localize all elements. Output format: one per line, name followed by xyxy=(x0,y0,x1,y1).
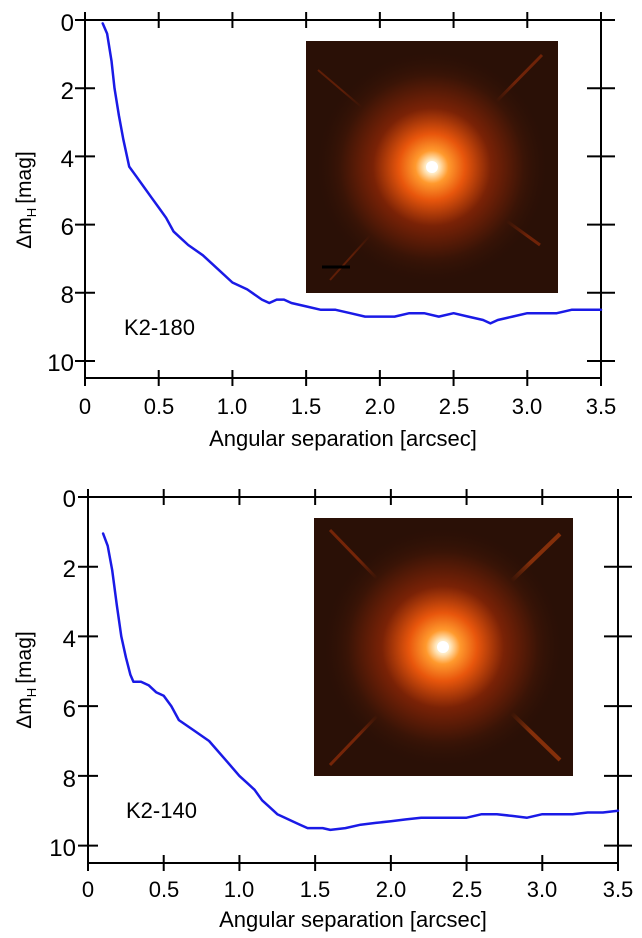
x-axis-label: Angular separation [arcsec] xyxy=(209,426,477,451)
y-tick-label: 10 xyxy=(49,835,76,862)
target-label: K2-140 xyxy=(126,798,197,823)
x-axis-label: Angular separation [arcsec] xyxy=(219,907,487,932)
x-tick-label: 3.0 xyxy=(527,877,558,902)
axis-ticks xyxy=(78,489,632,871)
y-tick-label: 2 xyxy=(63,556,76,583)
y-tick-label: 6 xyxy=(63,696,76,723)
inset-psf-image xyxy=(314,518,573,776)
x-tick-label: 2.0 xyxy=(365,394,396,419)
y-tick-label: 0 xyxy=(61,10,74,37)
x-tick-label: 0 xyxy=(82,877,94,902)
y-tick-label: 4 xyxy=(63,626,76,653)
y-axis-label: ΔmH [mag] xyxy=(13,631,39,728)
x-tick-label: 3.5 xyxy=(586,394,617,419)
y-axis-label-subscript: H xyxy=(24,688,39,697)
inset-psf-image xyxy=(306,41,558,293)
x-tick-label: 3.5 xyxy=(603,877,634,902)
plot-frame xyxy=(84,19,602,379)
y-tick-label: 0 xyxy=(63,486,76,513)
x-tick-label: 1.5 xyxy=(291,394,322,419)
y-tick-label: 6 xyxy=(61,214,74,241)
y-tick-label: 8 xyxy=(63,766,76,793)
y-axis-label-unit: [mag] xyxy=(13,631,36,684)
axis-ticks xyxy=(75,12,615,386)
chart-panel-k2-140: 0 2 4 6 8 10 0 0.5 1.0 1.5 2.0 2.5 3.0 3… xyxy=(13,486,633,932)
contrast-curve-k2-140 xyxy=(101,532,620,832)
y-axis-label-main: Δm xyxy=(13,697,36,729)
y-axis-label-unit: [mag] xyxy=(13,151,36,204)
y-tick-label: 8 xyxy=(61,282,74,309)
plot-frame xyxy=(87,496,619,864)
contrast-curve-k2-180 xyxy=(101,22,603,325)
y-tick-label: 2 xyxy=(61,78,74,105)
x-tick-label: 2.5 xyxy=(439,394,470,419)
y-tick-label: 10 xyxy=(47,350,74,377)
y-axis-label-main: Δm xyxy=(13,217,36,249)
y-axis-label: ΔmH [mag] xyxy=(13,151,39,248)
x-tick-label: 0.5 xyxy=(144,394,175,419)
x-tick-label: 1.0 xyxy=(217,394,248,419)
x-tick-label: 2.0 xyxy=(376,877,407,902)
x-tick-label: 1.5 xyxy=(300,877,331,902)
x-tick-label: 2.5 xyxy=(452,877,483,902)
chart-panel-k2-180: 0 2 4 6 8 10 0 0.5 1.0 1.5 2.0 2.5 3.0 3… xyxy=(13,10,616,451)
target-label: K2-180 xyxy=(124,315,195,340)
x-tick-label: 3.0 xyxy=(512,394,543,419)
x-tick-label: 0.5 xyxy=(149,877,180,902)
x-tick-label: 0 xyxy=(79,394,91,419)
x-tick-label: 1.0 xyxy=(224,877,255,902)
y-axis-label-subscript: H xyxy=(24,208,39,217)
y-tick-label: 4 xyxy=(61,146,74,173)
